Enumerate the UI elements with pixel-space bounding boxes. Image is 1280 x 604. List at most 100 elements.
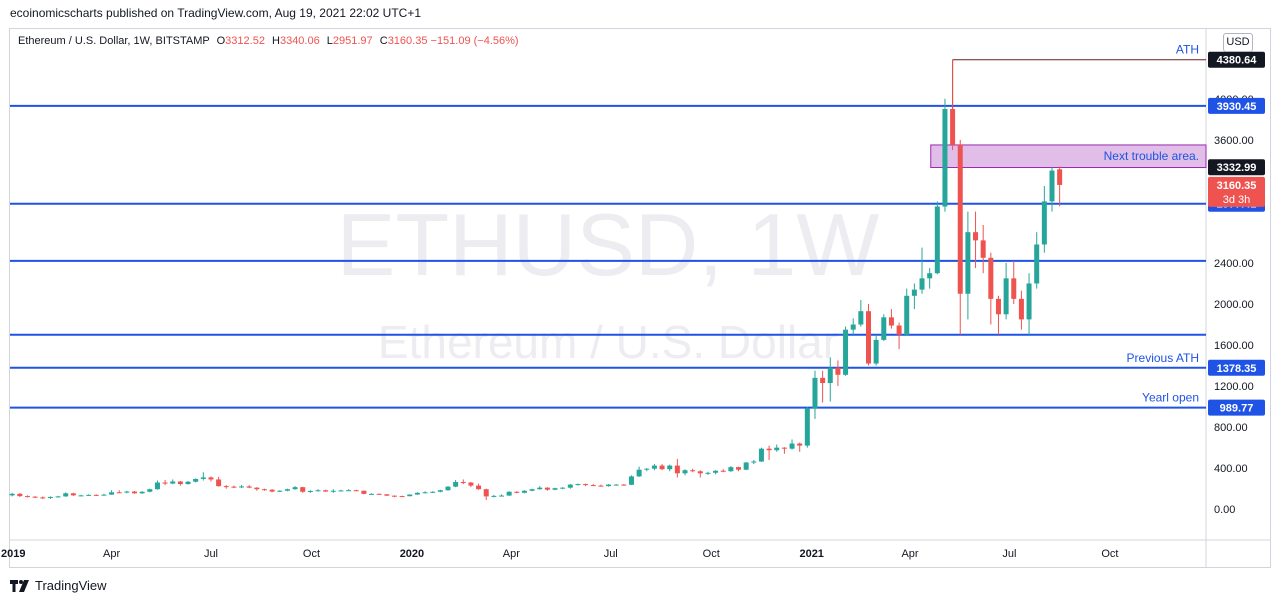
candle-body: [843, 329, 849, 375]
high-value: 3340.06: [279, 35, 320, 47]
candle-body: [973, 232, 979, 241]
candle-body: [422, 492, 428, 494]
low-label: L: [326, 35, 333, 47]
candle-body: [957, 144, 963, 294]
candle-body: [193, 478, 199, 482]
support-price-tag: 1378.35: [1217, 363, 1257, 375]
candle-body: [583, 484, 589, 486]
candle-body: [86, 494, 92, 496]
candle-body: [835, 367, 841, 375]
watermark: ETHUSD, 1W Ethereum / U.S. Dollar: [337, 195, 880, 368]
trouble-zone: [930, 144, 1207, 169]
candle-body: [231, 486, 237, 488]
candle-body: [284, 489, 290, 491]
candle-body: [697, 471, 703, 474]
price-tag-box: [1208, 159, 1265, 176]
candle-body: [682, 470, 688, 474]
candle-body: [63, 493, 69, 497]
candle-body: [804, 408, 810, 446]
tradingview-logo-icon[interactable]: [10, 579, 30, 593]
candle-body: [521, 490, 527, 493]
candle-body: [476, 485, 482, 490]
candle-body: [147, 489, 153, 492]
candle-body: [40, 497, 46, 499]
candle-body: [154, 482, 160, 490]
candle-body: [170, 481, 176, 484]
candle-body: [468, 482, 474, 486]
candle-body: [950, 109, 956, 145]
candle-body: [628, 476, 634, 485]
candle-body: [139, 491, 145, 494]
candle-body: [162, 482, 168, 484]
candle-body: [414, 492, 420, 495]
symbol-title: Ethereum / U.S. Dollar, 1W, BITSTAMP: [18, 35, 210, 47]
close-value: 3160.35: [387, 35, 428, 47]
candle-body: [177, 481, 183, 485]
open-label: O: [216, 35, 226, 47]
candle-body: [430, 491, 436, 493]
candle-body: [109, 492, 115, 495]
footer: TradingView: [10, 578, 107, 593]
candle-body: [736, 467, 742, 470]
time-tick-label: Jul: [1002, 548, 1016, 560]
time-axis[interactable]: 2019 Apr Jul Oct 2020 Apr Jul Oct 2021 Apr Jul Oct: [1, 548, 1118, 560]
candle-body: [613, 484, 619, 486]
price-tag: 3332.99: [1217, 162, 1257, 174]
candle-body: [881, 317, 887, 340]
candle-body: [797, 443, 803, 446]
support-price-tag-box: [1208, 359, 1265, 376]
candle-body: [208, 477, 214, 480]
time-tick-label: 2019: [1, 548, 25, 560]
candle-body: [1026, 283, 1032, 320]
candle-body: [789, 443, 795, 449]
candle-body: [590, 485, 596, 487]
candle-body: [1003, 278, 1009, 315]
last-price-box: [1208, 176, 1265, 207]
time-tick-label: Oct: [1101, 548, 1118, 560]
time-tick-label: Oct: [303, 548, 320, 560]
candle-body: [858, 311, 864, 325]
candle-body: [774, 447, 780, 451]
trouble-zone-label: Next trouble area.: [1104, 149, 1199, 163]
candle-body: [927, 273, 933, 279]
high-label: H: [272, 35, 280, 47]
price-tick-label: 400.00: [1214, 463, 1248, 475]
candle-body: [399, 496, 405, 498]
candle-body: [376, 493, 382, 495]
time-tick-label: Apr: [503, 548, 520, 560]
candle-body: [537, 487, 543, 490]
candle-body: [1034, 244, 1040, 284]
price-tick-label: 2400.00: [1214, 258, 1254, 270]
candle-body: [254, 487, 260, 490]
support-price-tag: 989.77: [1220, 403, 1254, 415]
candle-body: [758, 448, 764, 462]
candle-body: [1041, 201, 1047, 245]
candle-body: [369, 493, 375, 495]
candle-body: [514, 491, 520, 493]
chart-frame[interactable]: [9, 28, 1271, 568]
candle-body: [575, 484, 581, 486]
candle-body: [827, 367, 833, 384]
candle-body: [720, 470, 726, 472]
watermark-line-1: ETHUSD, 1W: [337, 195, 880, 294]
candle-body: [17, 493, 23, 497]
tag-layer: 4380.643930.452977.411378.35989.773332.9…: [1208, 51, 1265, 416]
candle-body: [598, 485, 604, 487]
time-tick-label: Apr: [901, 548, 918, 560]
candle-body: [888, 317, 894, 326]
candle-body: [499, 495, 505, 497]
currency-button[interactable]: USD: [1223, 33, 1253, 52]
grid-layer: [10, 29, 1270, 568]
price-tick-label: 1200.00: [1214, 381, 1254, 393]
change-value: −151.09 (−4.56%): [430, 35, 519, 47]
price-axis[interactable]: 0.00 400.00 800.00 1200.00 1600.00 2000.00 240…: [1214, 53, 1254, 516]
candle-body: [934, 206, 940, 274]
price-tick-label: 800.00: [1214, 422, 1248, 434]
candle-body: [995, 298, 1001, 315]
candle-body: [896, 325, 902, 335]
footer-brand[interactable]: TradingView: [35, 578, 107, 593]
ath-label: ATH: [1176, 43, 1199, 57]
symbol-legend: Ethereum / U.S. Dollar, 1W, BITSTAMP O 33…: [18, 35, 519, 47]
time-tick-label: Jul: [604, 548, 618, 560]
